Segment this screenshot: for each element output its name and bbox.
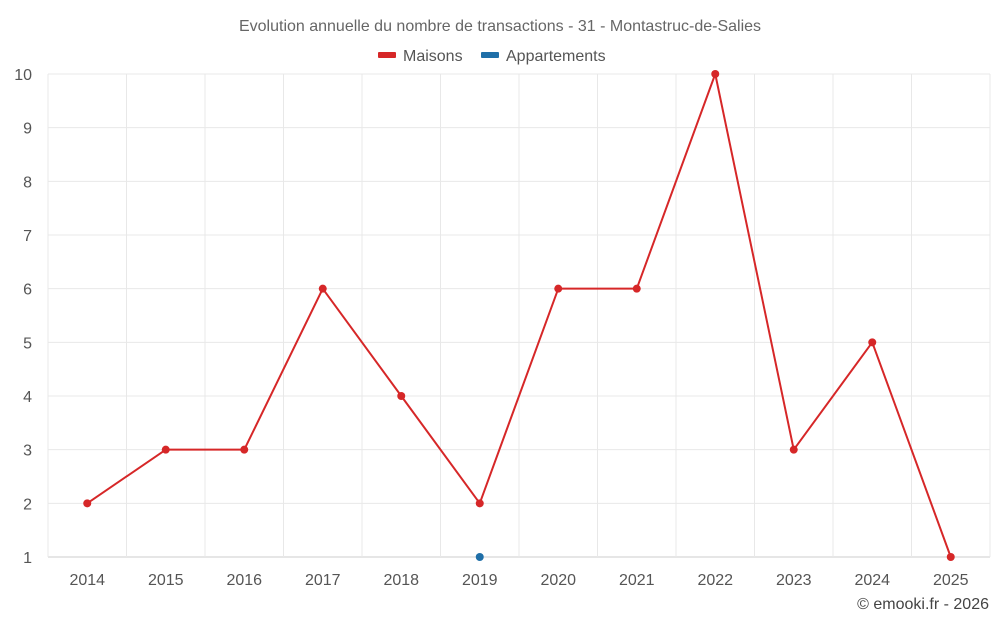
data-point-maisons[interactable]	[83, 499, 92, 508]
legend-label-maisons: Maisons	[403, 48, 463, 65]
x-tick-label: 2016	[226, 572, 262, 589]
y-tick-label: 10	[14, 67, 32, 84]
credit-text: © emooki.fr - 2026	[857, 596, 989, 613]
y-tick-label: 3	[23, 443, 32, 460]
legend-swatch-maisons	[378, 52, 396, 58]
data-point-maisons[interactable]	[632, 284, 641, 293]
y-tick-label: 4	[23, 389, 32, 406]
x-tick-label: 2018	[383, 572, 419, 589]
data-point-maisons[interactable]	[397, 392, 406, 400]
x-tick-label: 2019	[462, 572, 498, 589]
data-point-maisons[interactable]	[240, 445, 249, 454]
data-point-maisons[interactable]	[554, 284, 563, 293]
data-point-maisons[interactable]	[475, 499, 484, 508]
y-tick-label: 6	[23, 282, 32, 299]
legend-swatch-appartements	[481, 52, 499, 58]
legend-label-appartements: Appartements	[506, 48, 606, 65]
data-point-maisons[interactable]	[711, 70, 720, 78]
legend: Maisons Appartements	[378, 48, 606, 65]
x-tick-label: 2022	[697, 572, 733, 589]
x-tick-label: 2025	[933, 572, 969, 589]
data-point-maisons[interactable]	[318, 284, 327, 293]
x-tick-label: 2021	[619, 572, 655, 589]
x-axis: 2014 2015 2016 2017 2018 2019 2020 2021 2022 2023…	[69, 572, 968, 589]
y-axis: 1 2 3 4 5 6 7 8 9 10	[14, 67, 32, 567]
chart-title: Evolution annuelle du nombre de transact…	[239, 18, 761, 35]
y-tick-label: 7	[23, 228, 32, 245]
y-tick-label: 1	[23, 550, 32, 567]
grid	[47, 73, 991, 558]
data-point-maisons[interactable]	[946, 553, 955, 561]
data-point-maisons[interactable]	[868, 338, 877, 347]
x-tick-label: 2015	[148, 572, 184, 589]
y-tick-label: 2	[23, 496, 32, 513]
y-tick-label: 5	[23, 335, 32, 352]
series-line-maisons	[86, 73, 952, 558]
x-tick-label: 2020	[540, 572, 576, 589]
x-tick-label: 2014	[69, 572, 105, 589]
data-point-maisons[interactable]	[789, 445, 798, 454]
x-tick-label: 2023	[776, 572, 812, 589]
x-tick-label: 2024	[854, 572, 890, 589]
y-tick-label: 9	[23, 121, 32, 138]
x-tick-label: 2017	[305, 572, 341, 589]
legend-item-maisons[interactable]: Maisons	[378, 48, 463, 65]
series-layer	[83, 70, 955, 561]
legend-item-appartements[interactable]: Appartements	[481, 48, 606, 65]
data-point-appartements[interactable]	[475, 553, 484, 561]
data-point-maisons[interactable]	[161, 445, 170, 454]
y-tick-label: 8	[23, 174, 32, 191]
